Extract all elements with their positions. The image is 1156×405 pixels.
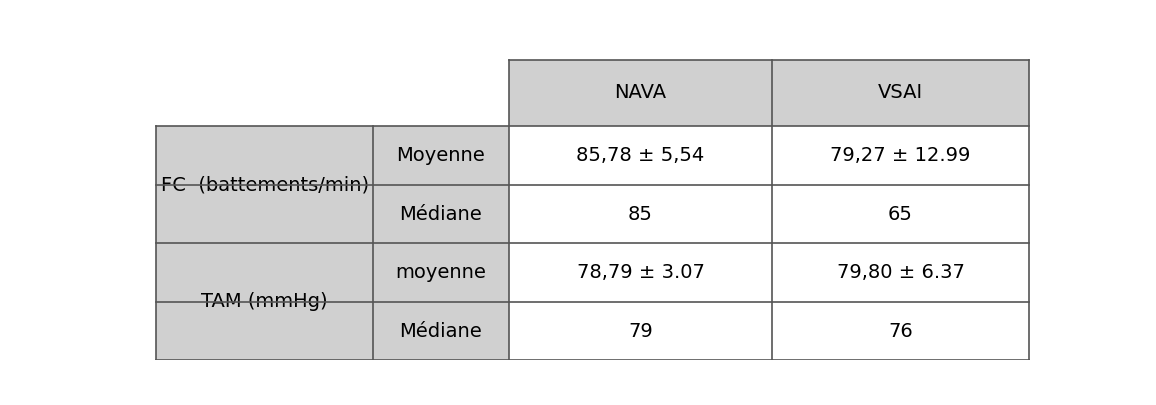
Bar [772, 126, 1029, 185]
Text: FC  (battements/min): FC (battements/min) [161, 175, 369, 194]
Text: 78,79 ± 3.07: 78,79 ± 3.07 [577, 263, 704, 282]
Bar [509, 185, 772, 243]
Text: Moyenne: Moyenne [397, 146, 486, 165]
Bar [373, 126, 509, 185]
Bar [156, 60, 509, 126]
Text: 79: 79 [628, 322, 653, 341]
Bar [156, 243, 373, 360]
Bar [509, 126, 772, 185]
Text: 79,80 ± 6.37: 79,80 ± 6.37 [837, 263, 964, 282]
Bar [373, 185, 509, 243]
Text: 85: 85 [628, 205, 653, 224]
Bar [772, 302, 1029, 360]
Bar [156, 126, 373, 243]
Bar [373, 243, 509, 302]
Text: VSAI: VSAI [877, 83, 924, 102]
Text: TAM (mmHg): TAM (mmHg) [201, 292, 328, 311]
Text: 76: 76 [888, 322, 913, 341]
Text: 65: 65 [888, 205, 913, 224]
Bar [772, 60, 1029, 126]
Bar [373, 302, 509, 360]
Text: 85,78 ± 5,54: 85,78 ± 5,54 [577, 146, 705, 165]
Text: moyenne: moyenne [395, 263, 487, 282]
Bar [772, 185, 1029, 243]
Text: Médiane: Médiane [400, 322, 482, 341]
Text: NAVA: NAVA [615, 83, 667, 102]
Bar [509, 243, 772, 302]
Text: 79,27 ± 12.99: 79,27 ± 12.99 [830, 146, 971, 165]
Text: Médiane: Médiane [400, 205, 482, 224]
Bar [772, 243, 1029, 302]
Bar [509, 60, 772, 126]
Bar [509, 302, 772, 360]
